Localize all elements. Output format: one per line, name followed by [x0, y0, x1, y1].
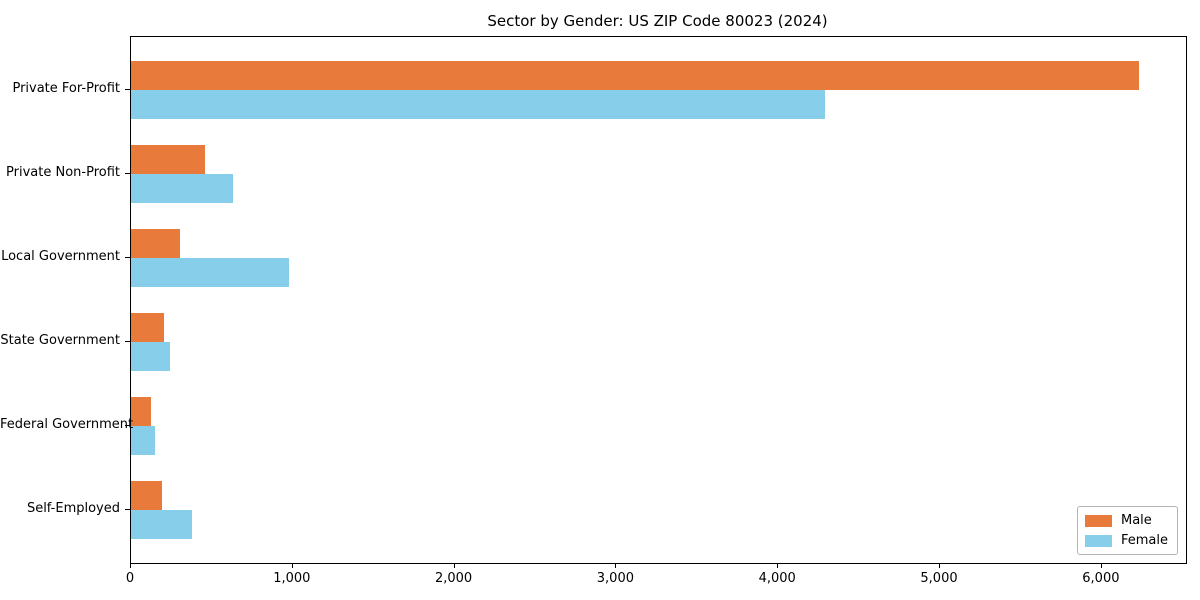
bar-female-private-non-profit [131, 174, 233, 203]
y-tick-label-federal-government: Federal Government [0, 417, 134, 432]
x-tick-4000 [777, 563, 779, 568]
bar-female-state-government [131, 342, 170, 371]
x-tick-label-0: 0 [125, 571, 135, 586]
plot-area: Male Female [130, 36, 1187, 564]
legend-item-female: Female [1084, 533, 1168, 548]
x-tick-2000 [453, 563, 455, 568]
x-tick-label-6000: 6,000 [1082, 571, 1120, 586]
x-tick-label-4000: 4,000 [758, 571, 796, 586]
y-tick-self-employed [125, 509, 130, 510]
legend: Male Female [1076, 506, 1178, 555]
x-tick-5000 [939, 563, 940, 568]
legend-swatch-female [1084, 534, 1112, 547]
x-tick-label-2000: 2,000 [434, 571, 473, 586]
bar-male-federal-government [131, 397, 152, 426]
x-tick-label-5000: 5,000 [920, 571, 958, 586]
legend-label-female: Female [1120, 533, 1168, 548]
bar-female-self-employed [131, 510, 192, 539]
legend-item-male: Male [1084, 513, 1168, 528]
bar-male-state-government [131, 313, 165, 342]
x-tick-1000 [291, 563, 293, 568]
legend-label-male: Male [1120, 513, 1152, 528]
bar-male-self-employed [131, 481, 162, 510]
y-tick-label-private-non-profit: Private Non-Profit [6, 165, 120, 180]
x-tick-label-1000: 1,000 [273, 571, 311, 586]
y-tick-label-state-government: State Government [0, 333, 120, 348]
y-tick-state-government [125, 341, 130, 342]
x-tick-0 [130, 563, 131, 568]
x-tick-6000 [1100, 563, 1102, 568]
y-tick-label-local-government: Local Government [1, 249, 120, 264]
bar-male-local-government [131, 229, 180, 258]
bar-female-private-for-profit [131, 90, 826, 119]
y-tick-private-for-profit [125, 89, 130, 90]
y-tick-private-non-profit [125, 173, 130, 174]
y-tick-local-government [125, 257, 130, 258]
bar-female-federal-government [131, 426, 155, 455]
y-tick-label-private-for-profit: Private For-Profit [12, 81, 120, 96]
y-tick-federal-government [125, 425, 130, 426]
bar-male-private-for-profit [131, 61, 1140, 90]
legend-swatch-male [1084, 514, 1112, 527]
x-tick-3000 [615, 563, 617, 568]
bar-female-local-government [131, 258, 289, 287]
x-tick-label-3000: 3,000 [596, 571, 634, 586]
chart-title: Sector by Gender: US ZIP Code 80023 (202… [487, 12, 828, 30]
bar-male-private-non-profit [131, 145, 206, 174]
y-tick-label-self-employed: Self-Employed [26, 501, 120, 516]
